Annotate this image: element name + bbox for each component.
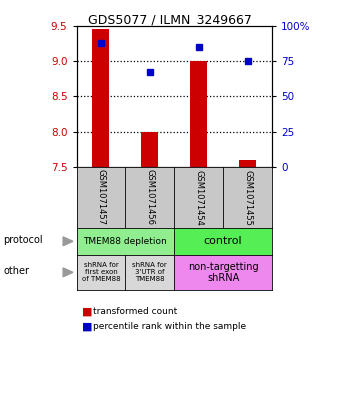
Text: shRNA for
first exon
of TMEM88: shRNA for first exon of TMEM88 [82,263,120,282]
Text: other: other [3,266,29,276]
Polygon shape [63,268,73,277]
Text: GSM1071454: GSM1071454 [194,169,203,226]
Bar [92,29,109,167]
Text: protocol: protocol [3,235,43,245]
Bar [239,160,256,167]
Text: GSM1071455: GSM1071455 [243,169,252,226]
Bar [190,61,207,167]
Text: transformed count: transformed count [93,307,177,316]
Text: GDS5077 / ILMN_3249667: GDS5077 / ILMN_3249667 [88,13,252,26]
Bar [141,132,158,167]
Text: non-targetting
shRNA: non-targetting shRNA [188,262,258,283]
Text: GSM1071457: GSM1071457 [97,169,105,226]
Text: TMEM88 depletion: TMEM88 depletion [84,237,167,246]
Text: shRNA for
3'UTR of
TMEM88: shRNA for 3'UTR of TMEM88 [133,263,167,282]
Text: ■: ■ [82,307,92,317]
Text: percentile rank within the sample: percentile rank within the sample [93,322,246,331]
Text: GSM1071456: GSM1071456 [145,169,154,226]
Text: control: control [204,236,242,246]
Text: ■: ■ [82,321,92,332]
Polygon shape [63,237,73,246]
